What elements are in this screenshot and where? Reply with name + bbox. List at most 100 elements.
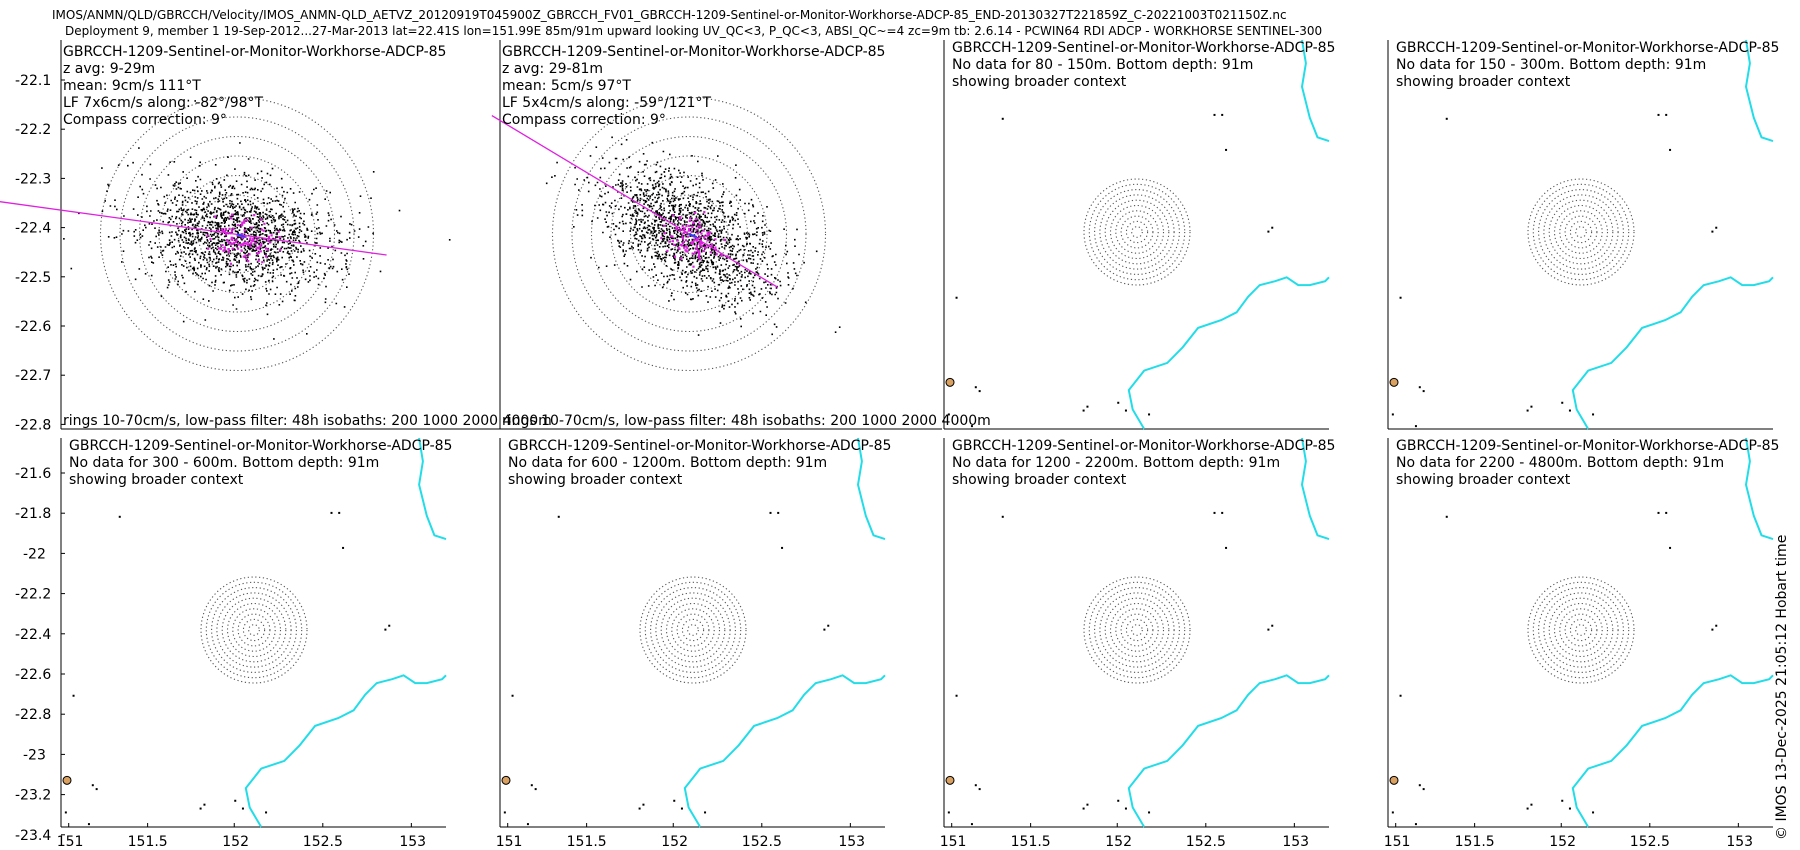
reef-speck [1665, 511, 1668, 514]
y-tick-label: -22.2 [15, 122, 51, 138]
panel-footer-note: rings 10-70cm/s, low-pass filter: 48h is… [502, 413, 991, 429]
y-tick-label: -22.6 [15, 319, 51, 335]
reef-speck [388, 624, 391, 627]
x-tick-label: 151.5 [1011, 834, 1051, 850]
speed-ring [1083, 178, 1191, 286]
coastline [1300, 39, 1330, 143]
reef-speck [1124, 409, 1127, 412]
y-tick-label: -22 [23, 546, 46, 562]
reef-speck [1267, 628, 1270, 631]
speed-ring [1109, 204, 1165, 260]
island-marker [945, 377, 955, 387]
x-tick-label: 152.5 [303, 834, 343, 850]
reef-speck [1267, 230, 1270, 233]
reef-speck [638, 807, 641, 810]
reef-speck [72, 694, 75, 697]
reef-speck [1445, 117, 1448, 120]
reef-speck [342, 546, 345, 549]
reef-speck [1669, 546, 1672, 549]
reef-speck [823, 628, 826, 631]
reef-speck [95, 788, 98, 791]
island-marker [1389, 775, 1399, 785]
speed-ring [1553, 204, 1609, 260]
reef-speck [1271, 624, 1274, 627]
reef-speck [1445, 515, 1448, 518]
speed-ring [138, 135, 336, 333]
y-tick-label: -22.7 [15, 368, 51, 384]
mean-vector [688, 233, 698, 238]
panel-annotation: GBRCCH-1209-Sentinel-or-Monitor-Workhors… [63, 44, 446, 60]
y-tick-label: -21.6 [15, 466, 51, 482]
reef-speck [1148, 413, 1151, 416]
speed-ring [1131, 624, 1143, 636]
reef-speck [978, 788, 981, 791]
speed-ring [551, 96, 827, 372]
reef-speck [955, 296, 958, 299]
speed-ring [1569, 220, 1593, 244]
speed-ring [1115, 210, 1159, 254]
speed-ring [1538, 189, 1624, 275]
island-marker [945, 775, 955, 785]
panel-annotation: GBRCCH-1209-Sentinel-or-Monitor-Workhors… [1396, 40, 1779, 56]
reef-speck [234, 799, 237, 802]
coastline [1571, 276, 1774, 430]
panel-annotation: Compass correction: 9° [63, 112, 227, 128]
speed-ring [248, 624, 260, 636]
speed-ring [1575, 624, 1587, 636]
speed-ring [1527, 178, 1635, 286]
hodograph-panel-2: GBRCCH-1209-Sentinel-or-Monitor-Workhors… [491, 40, 991, 430]
speed-ring [650, 587, 736, 673]
reef-speck [947, 811, 950, 814]
reef-speck [974, 784, 977, 787]
header-deployment-info: Deployment 9, member 1 19-Sep-2012...27-… [65, 24, 1322, 38]
reef-speck [1526, 807, 1529, 810]
y-tick-label: -23 [23, 747, 46, 763]
reef-speck [1082, 409, 1085, 412]
speed-ring [1532, 581, 1630, 679]
reef-speck [1414, 425, 1417, 428]
speed-ring [660, 597, 726, 663]
panel-annotation: GBRCCH-1209-Sentinel-or-Monitor-Workhors… [69, 438, 452, 454]
reef-speck [974, 386, 977, 389]
reef-speck [1213, 511, 1216, 514]
speed-ring [1125, 220, 1149, 244]
speed-ring [1094, 587, 1180, 673]
y-tick-label: -22.6 [15, 667, 51, 683]
x-tick-label: 152 [661, 834, 688, 850]
reef-speck [777, 511, 780, 514]
reef-speck [680, 807, 683, 810]
speed-ring [1527, 576, 1635, 684]
x-tick-label: 152.5 [742, 834, 782, 850]
lowpass-scatter-points [660, 211, 729, 268]
reef-speck [1225, 148, 1228, 151]
reef-speck [1418, 386, 1421, 389]
panel-footer-note: rings 10-70cm/s, low-pass filter: 48h is… [63, 413, 552, 429]
reef-speck [1082, 807, 1085, 810]
reef-speck [1086, 803, 1089, 806]
coastline [1744, 437, 1774, 541]
header-filename: IMOS/ANMN/QLD/GBRCCH/Velocity/IMOS_ANMN-… [52, 8, 1287, 22]
speed-ring [1120, 215, 1154, 249]
context-map-panel-6: 151 151.5 152 152.5 153 GBRCCH-1209-Sentinel-… [940, 437, 1335, 850]
x-tick-label: 153 [399, 834, 426, 850]
reef-speck [978, 390, 981, 393]
coastline [856, 437, 886, 541]
reef-speck [91, 784, 94, 787]
hodograph-panel-1: -22.1 -22.2 -22.3 -22.4 -22.5 -22.6 -22.7 -22.8… [0, 40, 552, 433]
speed-ring [665, 602, 721, 658]
reef-speck [1530, 803, 1533, 806]
y-tick-label: -23.4 [15, 828, 51, 844]
speed-ring [571, 116, 807, 352]
speed-ring [1548, 199, 1614, 265]
reef-speck [1117, 401, 1120, 404]
panel-annotation: showing broader context [1396, 74, 1571, 90]
coastline [244, 674, 447, 828]
panel-annotation: GBRCCH-1209-Sentinel-or-Monitor-Workhors… [502, 44, 885, 60]
reef-speck [1418, 784, 1421, 787]
reef-speck [118, 515, 121, 518]
reef-speck [1117, 799, 1120, 802]
speed-ring [119, 116, 355, 352]
coastline [418, 437, 447, 541]
y-tick-label: -22.4 [15, 627, 51, 643]
reef-speck [1568, 409, 1571, 412]
